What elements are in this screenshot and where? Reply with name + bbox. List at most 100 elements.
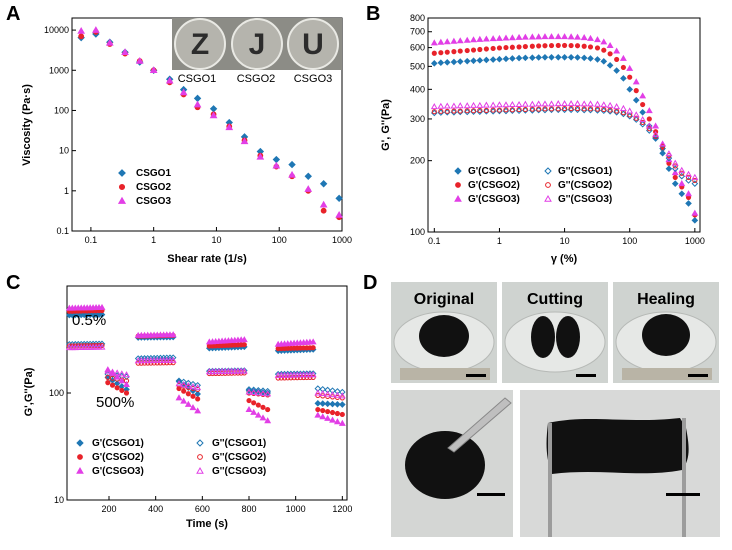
data-point [515,54,523,62]
data-point [209,105,218,113]
data-point [568,42,574,49]
data-point [314,411,322,418]
step-strain-chart: 200 400 600 800 1000 1200 10 100 Time (s) G',G'… [23,285,352,530]
tweezer-left [548,423,552,537]
dish-1 [174,18,226,70]
data-point [301,374,307,381]
data-point [288,375,294,381]
data-point [250,386,257,394]
data-point [639,92,647,99]
data-point [671,169,679,176]
data-point [104,367,112,374]
inset-caption-1: CSGO1 [178,73,217,85]
data-point [310,374,316,380]
data-point [118,377,126,384]
x-tick-label: 600 [195,504,210,514]
data-point [503,107,509,113]
data-point [672,163,678,169]
glyph-j: J [249,28,266,61]
data-point [194,384,202,391]
caption-healing: Healing [637,291,695,308]
data-point [626,64,634,71]
x-axis-title-a: Shear rate (1/s) [167,253,247,265]
data-point [607,107,613,113]
data-point [438,50,444,56]
data-point [516,106,522,113]
legend-marker [117,196,127,204]
plot-frame-b [427,17,701,233]
data-point [109,382,116,388]
data-point [645,122,653,129]
caption-original: Original [414,291,474,308]
data-point [495,34,503,41]
y-tick-label: 500 [410,61,425,71]
legend-label: CSGO3 [136,196,171,207]
data-point [535,33,543,40]
data-point [613,67,620,74]
data-point [587,55,594,62]
data-point [444,108,450,114]
data-point [594,106,601,112]
data-point [189,383,197,390]
data-point [685,190,692,197]
data-point [193,94,202,103]
data-point [451,49,457,55]
data-point [652,122,660,129]
y-tick-label: 0.1 [56,226,69,236]
data-point [324,414,332,421]
data-point [509,55,516,62]
data-point [464,47,470,54]
legend-marker [544,167,552,175]
data-point [529,43,535,49]
legend-marker [196,466,204,474]
data-point [288,160,296,169]
data-point [444,49,450,55]
x-axis-title-b: γ (%) [551,253,578,265]
data-point [272,155,281,164]
legend-label: G'(CSGO3) [468,194,520,205]
y-tick-label: 100 [410,227,425,237]
data-point [324,386,331,394]
y-tick-label: 100 [54,105,69,115]
data-point [542,106,548,112]
data-point [606,101,614,108]
panel-letter-c: C [6,272,20,294]
data-point [259,389,267,396]
data-point [522,106,528,113]
data-point [496,55,503,63]
data-point [165,76,174,84]
data-point [541,100,549,107]
data-point [554,33,562,40]
data-point [503,45,509,51]
viscosity-chart: 0.1 1 10 100 1000 0.1 1 10 100 1000 10000 Shear ra… [21,17,352,265]
x-tick-label: 1000 [286,504,306,514]
data-point [659,149,666,157]
data-point [567,100,575,107]
legend-marker [544,194,552,202]
data-point [463,36,471,43]
data-point [495,101,503,108]
data-point [320,407,326,414]
data-point [113,369,121,376]
legend-label: CSGO1 [136,168,171,179]
y-axis-title-b: G', G''(Pa) [380,99,392,151]
data-point [515,100,523,108]
scale-bar-original [466,374,486,377]
data-point [529,106,535,112]
data-point [329,400,336,408]
data-point [548,42,555,49]
data-point [574,100,581,107]
data-point [77,26,86,34]
data-point [463,57,471,65]
data-point [113,373,121,380]
data-point [309,338,317,345]
data-point [264,387,271,395]
data-point [437,38,445,45]
tweezer-tip [447,397,512,453]
data-point [329,409,336,416]
data-point [659,140,667,147]
data-point [482,35,490,42]
data-point [607,51,613,57]
gel-lifted [405,431,485,499]
